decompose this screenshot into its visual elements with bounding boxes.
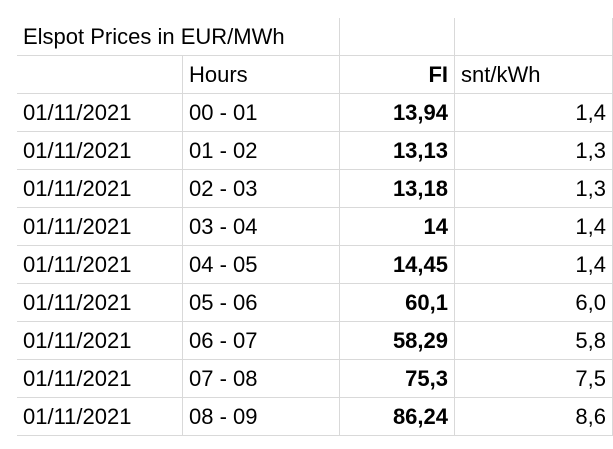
- snt-cell: 6,0: [455, 284, 613, 322]
- title-cell: Elspot Prices in EUR/MWh: [17, 18, 340, 56]
- hours-cell: 08 - 09: [183, 398, 340, 436]
- date-cell: 01/11/2021: [17, 360, 183, 398]
- hours-cell: 07 - 08: [183, 360, 340, 398]
- date-cell: 01/11/2021: [17, 170, 183, 208]
- date-cell: 01/11/2021: [17, 208, 183, 246]
- price-cell: 14: [340, 208, 455, 246]
- snt-cell: 1,4: [455, 246, 613, 284]
- hours-cell: 06 - 07: [183, 322, 340, 360]
- date-cell: 01/11/2021: [17, 132, 183, 170]
- price-cell: 13,13: [340, 132, 455, 170]
- date-cell: 01/11/2021: [17, 398, 183, 436]
- empty-cell: [340, 18, 455, 56]
- empty-cell: [17, 56, 183, 94]
- price-cell: 86,24: [340, 398, 455, 436]
- price-cell: 60,1: [340, 284, 455, 322]
- hours-cell: 04 - 05: [183, 246, 340, 284]
- header-cell: snt/kWh: [455, 56, 613, 94]
- hours-cell: 01 - 02: [183, 132, 340, 170]
- price-cell: 75,3: [340, 360, 455, 398]
- snt-cell: 7,5: [455, 360, 613, 398]
- empty-cell: [455, 18, 613, 56]
- snt-cell: 5,8: [455, 322, 613, 360]
- hours-cell: 00 - 01: [183, 94, 340, 132]
- snt-cell: 1,3: [455, 132, 613, 170]
- date-cell: 01/11/2021: [17, 322, 183, 360]
- date-cell: 01/11/2021: [17, 94, 183, 132]
- date-cell: 01/11/2021: [17, 246, 183, 284]
- price-cell: 14,45: [340, 246, 455, 284]
- price-cell: 13,18: [340, 170, 455, 208]
- price-cell: 13,94: [340, 94, 455, 132]
- snt-cell: 1,4: [455, 208, 613, 246]
- price-cell: 58,29: [340, 322, 455, 360]
- snt-cell: 8,6: [455, 398, 613, 436]
- header-cell: FI: [340, 56, 455, 94]
- header-cell: Hours: [183, 56, 340, 94]
- hours-cell: 02 - 03: [183, 170, 340, 208]
- snt-cell: 1,4: [455, 94, 613, 132]
- hours-cell: 03 - 04: [183, 208, 340, 246]
- snt-cell: 1,3: [455, 170, 613, 208]
- date-cell: 01/11/2021: [17, 284, 183, 322]
- hours-cell: 05 - 06: [183, 284, 340, 322]
